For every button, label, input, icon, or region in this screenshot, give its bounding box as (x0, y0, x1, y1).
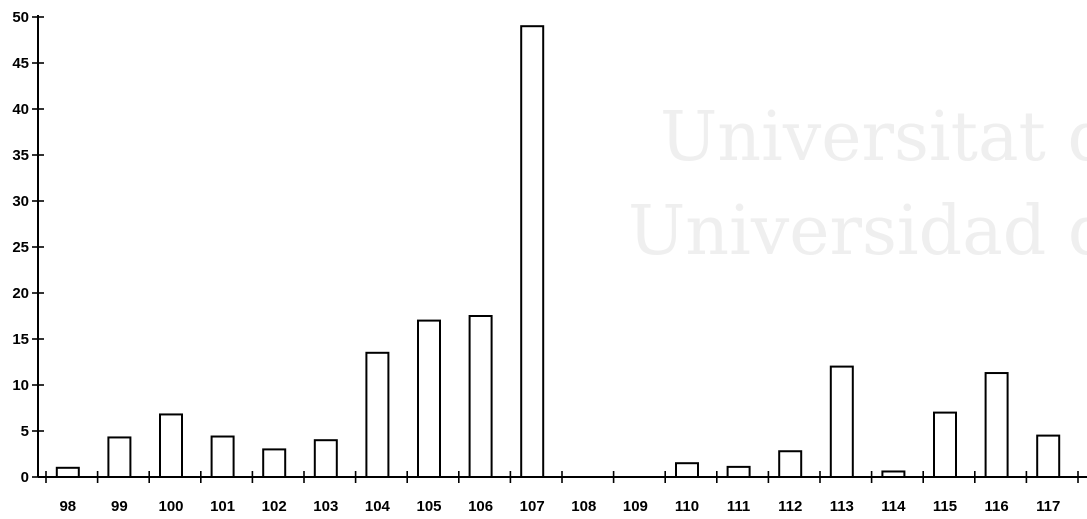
bar-101 (210, 435, 235, 478)
bar-103 (313, 439, 338, 479)
watermark-line-2: Universidad de A (628, 192, 1087, 271)
x-tick-label: 107 (520, 498, 545, 515)
y-axis-ticks: 0 5 10 15 20 25 30 35 40 45 50 (12, 9, 44, 486)
x-tick-label: 111 (727, 498, 750, 515)
bar-102 (262, 448, 287, 478)
x-tick-label: 113 (830, 498, 854, 515)
bar-117 (1036, 434, 1061, 479)
x-tick-label: 102 (262, 498, 287, 515)
watermark-line-1: Universitat d'A (660, 98, 1087, 177)
x-tick-label: 99 (111, 498, 128, 515)
watermark: Universitat d'A Universidad de A (628, 98, 1087, 271)
bar-107 (520, 25, 545, 478)
x-tick-label: 104 (365, 498, 391, 515)
bar-110 (675, 462, 699, 479)
bar-106 (468, 315, 493, 478)
y-tick-label: 35 (12, 147, 29, 164)
x-axis-ticks: 98 99 100 101 102 103 104 105 106 107 108 109 110 111… (45, 471, 1079, 515)
x-tick-label: 98 (59, 498, 76, 515)
y-tick-label: 30 (12, 193, 29, 210)
bars (55, 25, 1061, 479)
y-tick-label: 5 (21, 423, 29, 440)
y-tick-label: 40 (12, 101, 29, 118)
x-tick-label: 114 (881, 498, 906, 515)
x-tick-label: 116 (984, 498, 1008, 515)
y-tick-label: 15 (12, 331, 29, 348)
x-tick-label: 100 (158, 498, 183, 515)
x-tick-label: 106 (468, 498, 493, 515)
bar-112 (778, 450, 803, 478)
bar-98 (55, 466, 80, 478)
x-tick-label: 108 (571, 498, 596, 515)
y-tick-label: 0 (21, 469, 29, 486)
bar-104 (365, 351, 390, 478)
x-tick-label: 117 (1036, 498, 1060, 515)
bar-100 (159, 413, 183, 479)
bar-116 (984, 372, 1009, 479)
bar-99 (107, 436, 132, 479)
y-tick-label: 20 (12, 285, 29, 302)
x-tick-label: 109 (623, 498, 648, 515)
y-tick-label: 10 (12, 377, 29, 394)
bar-115 (933, 411, 957, 479)
bar-113 (829, 365, 854, 479)
bar-111 (726, 465, 751, 479)
x-tick-label: 112 (778, 498, 802, 515)
y-tick-label: 50 (12, 9, 29, 26)
x-tick-label: 115 (933, 498, 957, 515)
bar-105 (417, 319, 441, 478)
x-tick-label: 101 (210, 498, 235, 515)
x-tick-label: 105 (416, 498, 441, 515)
x-tick-label: 103 (313, 498, 338, 515)
x-tick-label: 110 (675, 498, 699, 515)
y-tick-label: 45 (12, 55, 29, 72)
y-tick-label: 25 (12, 239, 29, 256)
